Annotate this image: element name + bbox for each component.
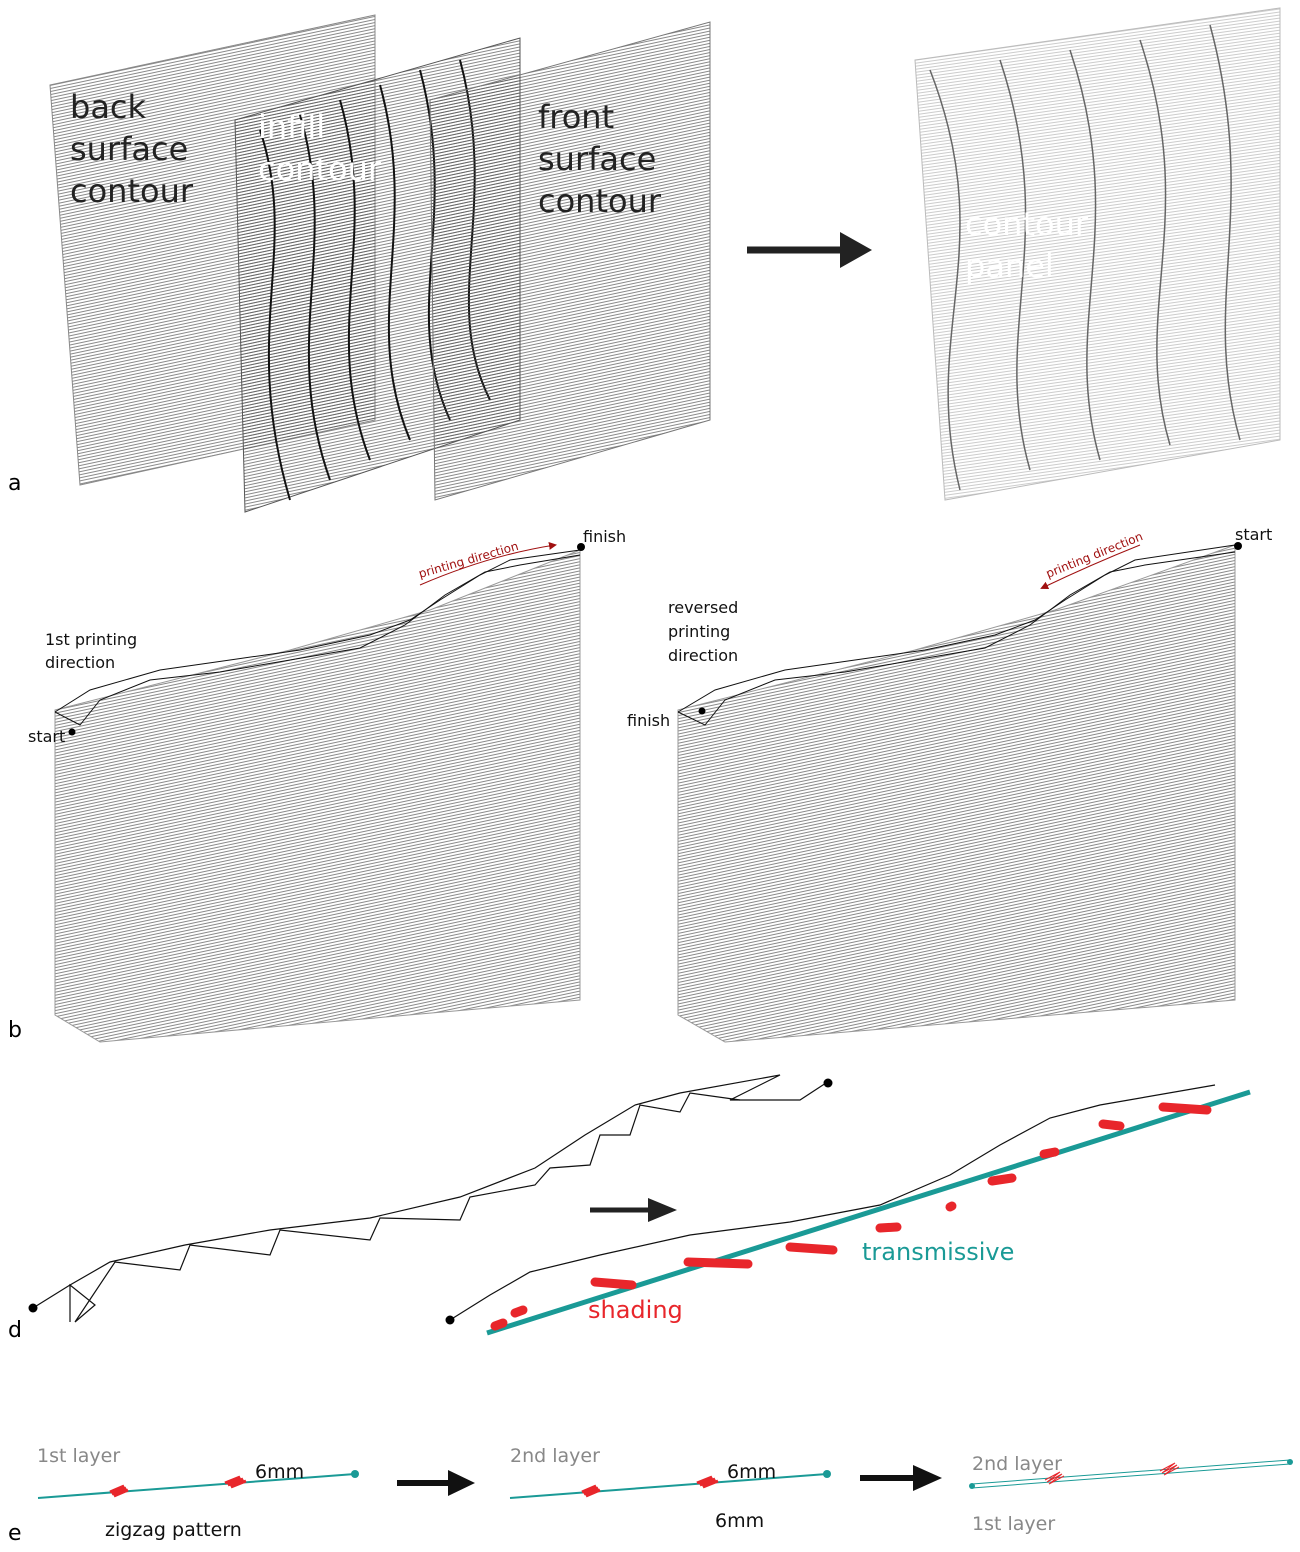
panel-a: back surface contour infill contour fron… xyxy=(8,8,1280,512)
panel-d: transmissive shading d xyxy=(8,1075,1250,1343)
arrow-head xyxy=(448,1470,475,1496)
zigzag xyxy=(697,1477,718,1487)
label: start xyxy=(28,727,65,746)
path-right xyxy=(450,1085,1215,1320)
label: contour xyxy=(965,205,1089,243)
front-plane xyxy=(430,22,710,500)
zigzag xyxy=(110,1486,128,1496)
wall-left xyxy=(55,543,585,1042)
panel-e: 1st layer 6mm zigzag pattern 2nd layer 6… xyxy=(8,1445,1293,1546)
label: panel xyxy=(965,247,1054,285)
panel-label: d xyxy=(8,1318,22,1343)
label: contour xyxy=(258,150,382,188)
label: transmissive xyxy=(862,1238,1014,1266)
wall-right xyxy=(678,542,1242,1042)
node xyxy=(446,1316,455,1325)
label: 6mm xyxy=(715,1510,764,1532)
label: 1st layer xyxy=(37,1445,120,1467)
node xyxy=(969,1483,975,1489)
label: printing direction xyxy=(417,539,520,581)
label: 6mm xyxy=(255,1461,304,1483)
panel-label: a xyxy=(8,471,21,496)
label: surface xyxy=(70,130,188,168)
node xyxy=(29,1304,38,1313)
node xyxy=(824,1079,833,1088)
label: contour xyxy=(538,182,662,220)
layer-line xyxy=(510,1474,827,1498)
label: 2nd layer xyxy=(972,1453,1062,1475)
label: shading xyxy=(588,1296,683,1324)
label: reversed xyxy=(668,598,738,617)
label: direction xyxy=(45,653,115,672)
arrow-head xyxy=(913,1465,942,1491)
label: 1st layer xyxy=(972,1513,1055,1535)
label: start xyxy=(1235,525,1272,544)
label: back xyxy=(70,88,147,126)
panel-label: b xyxy=(8,1018,22,1043)
node xyxy=(351,1470,359,1478)
node xyxy=(1287,1459,1293,1465)
zigzag xyxy=(225,1477,246,1487)
label: printing xyxy=(668,622,730,641)
node xyxy=(823,1470,831,1478)
label: zigzag pattern xyxy=(105,1519,242,1541)
path-left xyxy=(33,1075,826,1322)
label: printing direction xyxy=(1044,529,1145,581)
arrow-head xyxy=(648,1198,677,1222)
panel-b: finish printing direction 1st printing d… xyxy=(8,525,1272,1043)
label: finish xyxy=(627,711,670,730)
label: finish xyxy=(583,527,626,546)
label: 1st printing xyxy=(45,630,137,649)
zigzag xyxy=(582,1486,600,1496)
label: 2nd layer xyxy=(510,1445,600,1467)
label: infill xyxy=(258,108,325,146)
label: 6mm xyxy=(727,1461,776,1483)
panel-label: e xyxy=(8,1521,22,1546)
label: direction xyxy=(668,646,738,665)
arrow-head xyxy=(840,232,872,268)
layer-line xyxy=(38,1474,355,1498)
figure: back surface contour infill contour fron… xyxy=(0,0,1300,1552)
label: front xyxy=(538,98,614,136)
label: contour xyxy=(70,172,194,210)
label: surface xyxy=(538,140,656,178)
